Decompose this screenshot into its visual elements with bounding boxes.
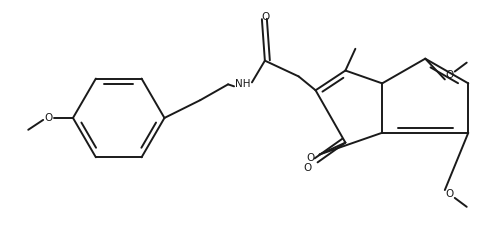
- Text: O: O: [306, 153, 314, 163]
- Text: O: O: [261, 12, 270, 22]
- Text: O: O: [44, 113, 52, 123]
- Text: O: O: [303, 163, 311, 173]
- Text: O: O: [445, 70, 453, 81]
- Text: NH: NH: [235, 79, 250, 89]
- Text: O: O: [445, 189, 453, 199]
